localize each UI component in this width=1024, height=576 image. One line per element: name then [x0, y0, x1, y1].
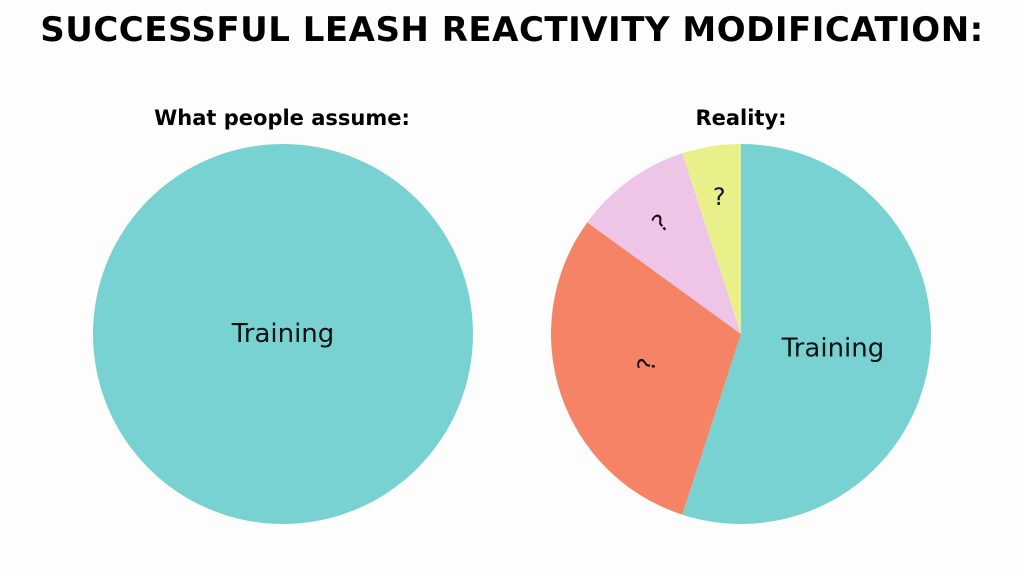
left-chart-title: What people assume:: [154, 106, 410, 130]
slice-label: ?: [713, 183, 726, 211]
pie-slice-training: [682, 144, 931, 524]
slice-label: Training: [231, 319, 335, 349]
reality-pie-chart: Training???: [551, 144, 931, 524]
main-title: SUCCESSFUL LEASH REACTIVITY MODIFICATION…: [40, 10, 984, 50]
pie-slice-unknown-3: [682, 144, 741, 334]
pie-slice-training: [93, 144, 473, 524]
right-chart-title: Reality:: [695, 106, 787, 130]
pie-slice-unknown-1: [551, 222, 741, 515]
slice-label: ?: [632, 356, 662, 373]
slice-label: Training: [781, 334, 885, 364]
assumption-pie-chart: Training: [93, 144, 473, 524]
pie-slice-unknown-2: [587, 153, 741, 334]
